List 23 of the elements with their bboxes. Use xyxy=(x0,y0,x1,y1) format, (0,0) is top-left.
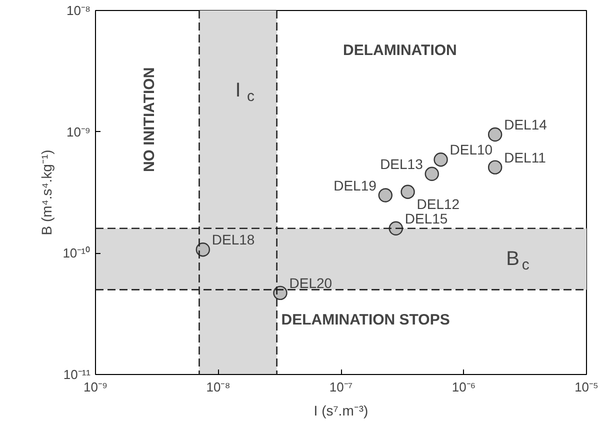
y-tick-label: 10⁻¹⁰ xyxy=(62,246,91,261)
annotation: DEL15 xyxy=(404,210,448,226)
annotation: DEL12 xyxy=(416,196,460,212)
y-tick-label: 10⁻⁸ xyxy=(66,3,91,18)
annotation: DEL20 xyxy=(289,274,332,291)
x-tick-label: 10⁻⁸ xyxy=(206,380,230,394)
x-tick-label: 10⁻⁹ xyxy=(83,380,108,394)
annotation: DEL13 xyxy=(380,156,424,172)
y-axis-title: B (m⁴.s⁴.kg⁻¹) xyxy=(38,150,55,236)
annotation: DEL14 xyxy=(504,116,548,133)
y-tick-label: 10⁻⁹ xyxy=(66,124,91,140)
annotation: DEL10 xyxy=(450,142,493,158)
annotation: DELAMINATION xyxy=(342,42,457,60)
annotation: DEL18 xyxy=(212,232,255,248)
annotation: DEL19 xyxy=(334,177,377,194)
x-axis-title: I (s⁷.m⁻³) xyxy=(314,402,368,418)
x-tick-label: 10⁻⁷ xyxy=(329,380,353,394)
x-tick-label: 10⁻⁵ xyxy=(574,380,598,394)
x-tick-label: 10⁻⁶ xyxy=(452,380,476,394)
y-tick-label: 10⁻¹¹ xyxy=(63,367,92,382)
annotation: NO INITIATION xyxy=(141,67,158,172)
annotation: DELAMINATION STOPS xyxy=(281,311,450,328)
annotation: DEL11 xyxy=(504,149,546,166)
